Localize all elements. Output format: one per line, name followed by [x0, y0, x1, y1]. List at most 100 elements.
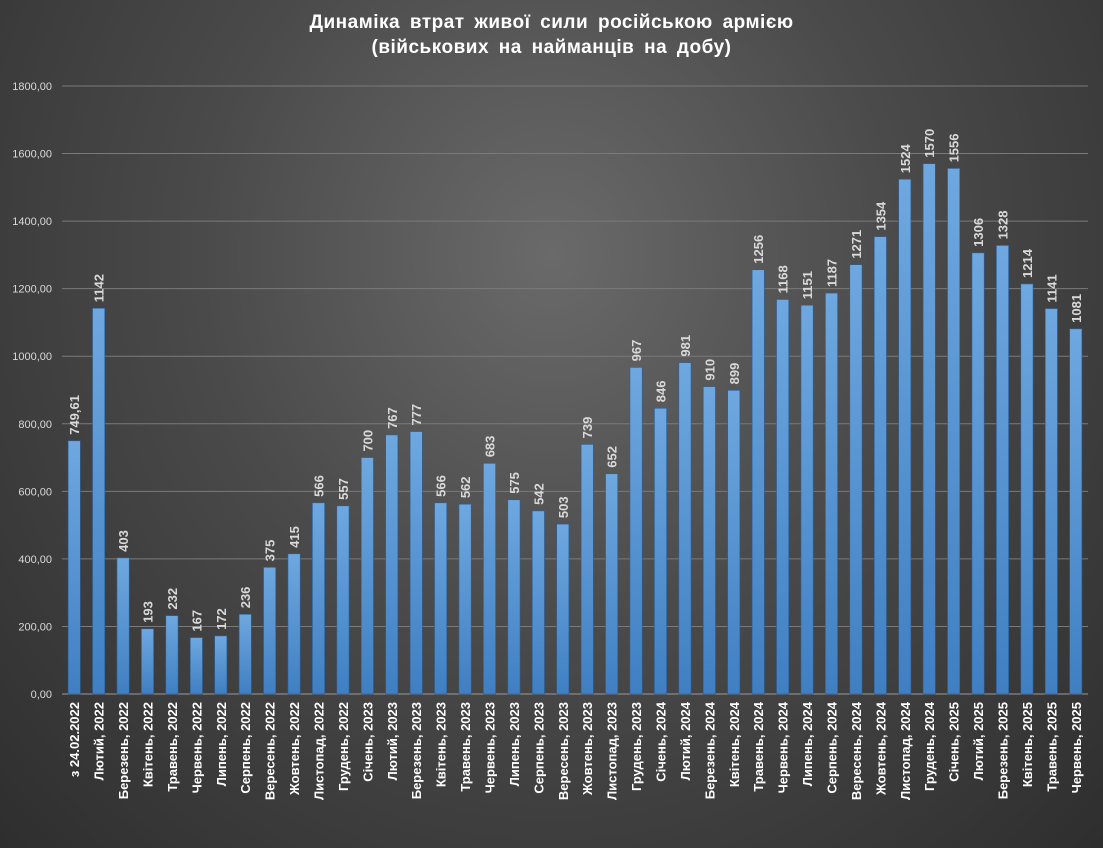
bar	[385, 434, 399, 695]
x-tick-label: Січень, 2024	[654, 701, 669, 782]
data-label: 566	[434, 475, 449, 497]
data-label: 375	[263, 540, 278, 562]
x-tick-label: Листопад, 2023	[605, 702, 620, 800]
bar	[312, 502, 325, 695]
bar	[898, 178, 912, 695]
data-label: 1271	[849, 230, 864, 259]
bar	[727, 390, 741, 695]
data-label: 683	[483, 436, 498, 458]
y-tick-label: 0,00	[31, 689, 52, 701]
data-label: 1354	[873, 201, 888, 231]
data-label: 1556	[947, 133, 962, 162]
bar	[873, 236, 887, 695]
x-tick-label: Листопад, 2024	[898, 701, 913, 800]
bar	[825, 292, 838, 695]
data-label: 562	[458, 476, 473, 498]
data-label: 172	[214, 608, 229, 630]
data-label: 542	[531, 483, 546, 505]
data-label: 1524	[898, 144, 913, 174]
x-tick-label: Вересень, 2023	[556, 702, 571, 800]
data-label: 193	[141, 601, 156, 623]
x-tick-label: Січень, 2023	[360, 702, 375, 782]
x-tick-label: Жовтень, 2024	[873, 701, 888, 796]
bar	[629, 367, 643, 695]
x-tick-label: Серпень, 2024	[825, 701, 840, 793]
x-tick-label: Листопад, 2022	[312, 702, 327, 800]
x-tick-label: Квітень, 2022	[141, 702, 156, 787]
data-label: 1214	[1020, 248, 1035, 278]
data-label: 1168	[776, 265, 791, 293]
bars	[67, 163, 1083, 695]
data-label: 1142	[92, 274, 107, 302]
bar	[141, 628, 154, 695]
data-label: 739	[580, 417, 595, 439]
data-label: 767	[385, 407, 400, 429]
bar	[189, 637, 203, 695]
x-tick-label: Квітень, 2023	[434, 702, 449, 787]
data-label: 846	[654, 381, 669, 403]
data-label: 1141	[1044, 274, 1059, 302]
data-label: 749,61	[67, 395, 82, 435]
bar	[67, 440, 81, 695]
bar	[531, 510, 545, 695]
bar	[92, 307, 106, 695]
data-label: 700	[360, 430, 375, 452]
y-axis-ticks: 0,00 200,00 400,00 600,00 800,00 1000,00 1200,…	[12, 81, 52, 701]
data-label: 652	[605, 446, 620, 468]
bar	[678, 362, 692, 695]
x-tick-label: Липень, 2023	[507, 702, 522, 786]
data-label: 403	[116, 530, 131, 552]
data-label: 167	[189, 610, 204, 632]
x-tick-label: Червень, 2022	[189, 702, 204, 793]
x-tick-label: Січень, 2025	[947, 702, 962, 782]
gridlines	[62, 85, 1088, 695]
x-tick-label: Лютий, 2022	[92, 702, 107, 780]
data-label: 503	[556, 496, 571, 518]
data-label: 899	[727, 363, 742, 385]
x-tick-label: Серпень, 2022	[238, 702, 253, 794]
x-tick-label: з 24.02.2022	[67, 702, 82, 777]
data-label: 566	[312, 475, 327, 497]
bar	[214, 635, 228, 695]
y-tick-label: 1200,00	[12, 284, 52, 296]
bar	[483, 462, 496, 695]
bar	[605, 473, 619, 695]
bar	[971, 252, 985, 695]
bar	[1069, 328, 1083, 695]
data-label: 967	[629, 340, 644, 362]
data-label: 981	[678, 335, 693, 357]
data-label: 232	[165, 588, 180, 610]
x-tick-label: Вересень, 2024	[849, 701, 864, 800]
bar	[702, 386, 716, 695]
bar	[1020, 283, 1034, 695]
x-tick-label: Травень, 2024	[751, 701, 766, 791]
data-label: 557	[336, 478, 351, 500]
x-tick-label: Лютий, 2025	[971, 702, 986, 780]
bar	[287, 553, 301, 695]
data-label: 910	[702, 359, 717, 381]
bar	[458, 503, 472, 695]
bar	[116, 557, 130, 695]
bar	[580, 444, 594, 695]
y-tick-label: 200,00	[18, 621, 52, 633]
y-tick-label: 1000,00	[12, 351, 52, 363]
bar	[800, 304, 814, 695]
bar	[922, 163, 936, 695]
chart-title-line-1: Динаміка втрат живої сили російською арм…	[309, 12, 794, 33]
bar	[507, 499, 521, 695]
x-tick-label: Лютий, 2023	[385, 702, 400, 780]
x-tick-label: Березень, 2025	[996, 702, 1011, 799]
bar	[238, 613, 252, 695]
data-label: 1151	[800, 271, 815, 299]
data-label: 1570	[922, 129, 937, 158]
x-tick-label: Березень, 2024	[702, 701, 717, 799]
y-tick-label: 600,00	[18, 486, 52, 498]
bar	[654, 407, 667, 695]
x-tick-label: Липень, 2024	[800, 701, 815, 786]
x-tick-label: Грудень, 2024	[922, 701, 937, 791]
bar	[947, 168, 961, 695]
x-tick-label: Березень, 2022	[116, 702, 131, 799]
y-tick-label: 1800,00	[12, 81, 52, 93]
data-label: 575	[507, 472, 522, 494]
